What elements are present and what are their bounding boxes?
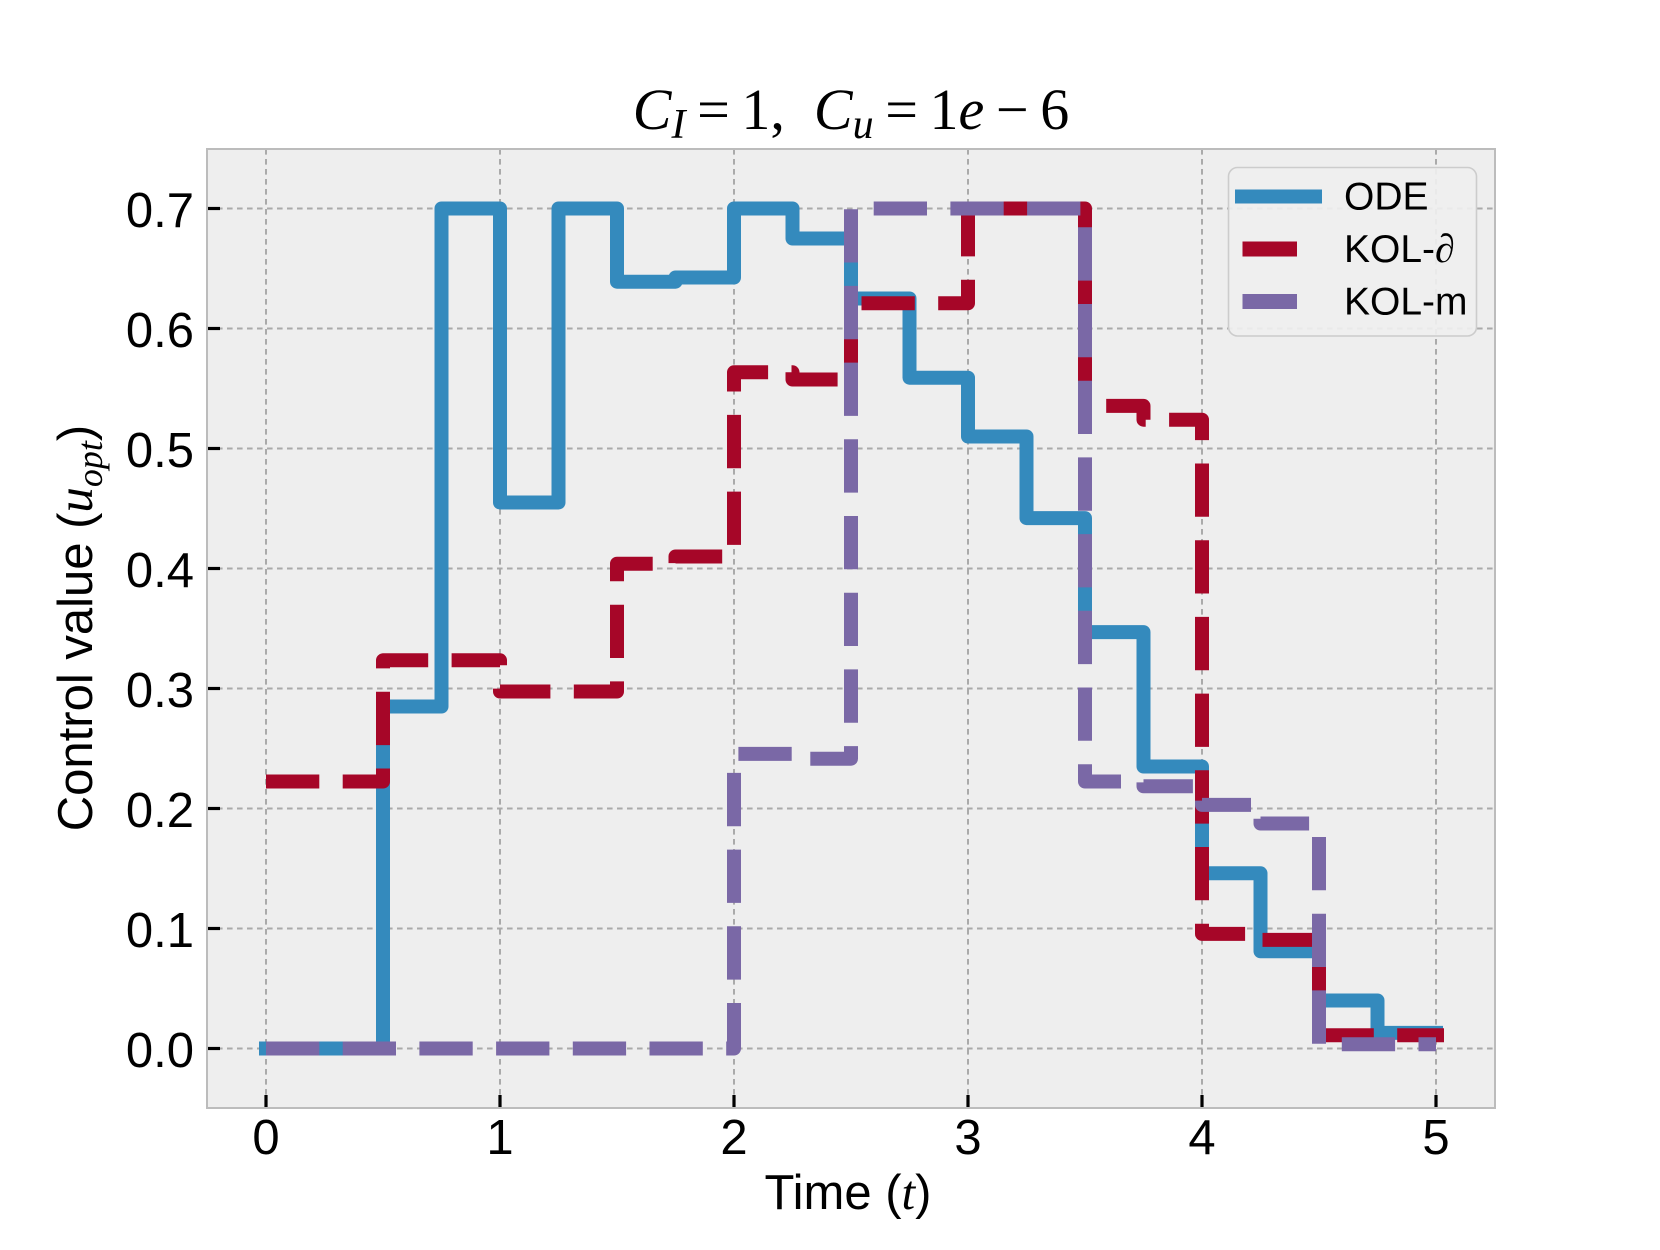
svg-text:5: 5	[1422, 1111, 1449, 1165]
svg-text:0.6: 0.6	[126, 304, 194, 358]
svg-text:0.2: 0.2	[126, 784, 194, 838]
svg-text:KOL-∂: KOL-∂	[1344, 226, 1455, 271]
svg-text:2: 2	[720, 1111, 747, 1165]
svg-text:3: 3	[954, 1111, 981, 1165]
svg-text:Time (t): Time (t)	[765, 1165, 932, 1220]
svg-text:0.7: 0.7	[126, 184, 194, 238]
svg-text:4: 4	[1188, 1111, 1215, 1165]
svg-text:0.5: 0.5	[126, 424, 194, 478]
svg-text:0.4: 0.4	[126, 544, 194, 598]
svg-text:1: 1	[486, 1111, 513, 1165]
svg-text:0.1: 0.1	[126, 904, 194, 958]
svg-text:KOL-m: KOL-m	[1344, 281, 1468, 324]
svg-text:0.0: 0.0	[126, 1024, 194, 1078]
svg-text:Control value (uopt): Control value (uopt)	[48, 425, 110, 832]
svg-text:ODE: ODE	[1344, 176, 1429, 219]
svg-text:0: 0	[252, 1111, 279, 1165]
svg-text:0.3: 0.3	[126, 664, 194, 718]
svg-text:CI = 1, Cu = 1e − 6: CI = 1, Cu = 1e − 6	[633, 77, 1069, 148]
